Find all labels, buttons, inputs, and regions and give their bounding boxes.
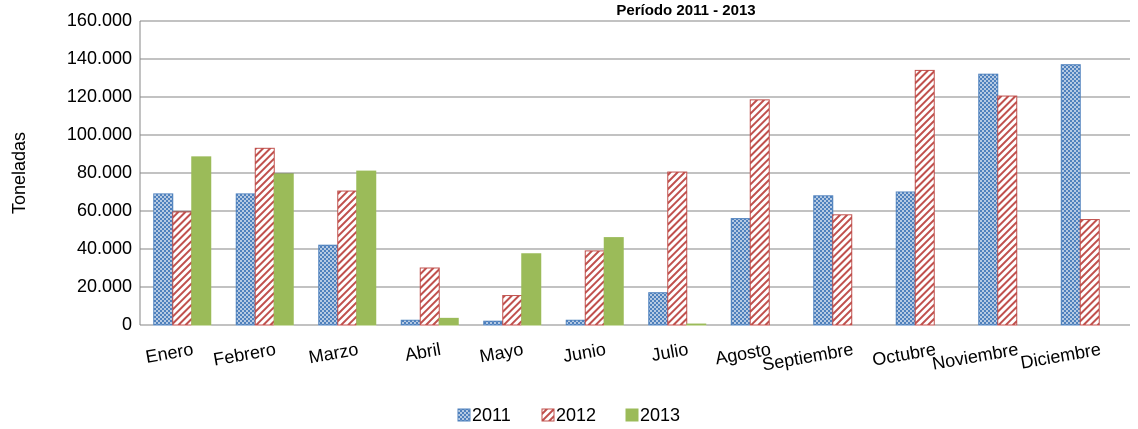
bar (153, 193, 174, 326)
bar (356, 170, 377, 326)
y-tick-label: 160.000 (67, 10, 132, 30)
legend-label: 2013 (640, 405, 680, 425)
y-tick-label: 120.000 (67, 86, 132, 106)
bar (978, 73, 999, 326)
bar (337, 190, 358, 326)
bar (438, 317, 459, 326)
x-tick-label: Octubre (871, 339, 938, 370)
y-tick-label: 0 (122, 314, 132, 334)
bar (419, 267, 440, 326)
bar (648, 292, 669, 326)
bar (749, 99, 770, 326)
bar (565, 319, 586, 326)
legend-swatch (625, 408, 639, 422)
bar (730, 218, 751, 326)
bar (832, 214, 853, 326)
x-tick-label: Enero (144, 339, 195, 367)
x-tick-label: Diciembre (1019, 339, 1102, 373)
y-tick-label: 40.000 (77, 238, 132, 258)
bar (521, 253, 542, 326)
bar (603, 237, 624, 326)
x-tick-label: Abril (403, 339, 442, 365)
x-tick-label: Julio (650, 339, 690, 365)
legend-swatch (541, 408, 555, 422)
x-tick-label: Septiembre (761, 339, 855, 375)
y-tick-label: 80.000 (77, 162, 132, 182)
y-tick-label: 60.000 (77, 200, 132, 220)
x-tick-label: Febrero (212, 339, 278, 370)
y-tick-label: 100.000 (67, 124, 132, 144)
bar (483, 320, 504, 326)
bar (1060, 64, 1081, 326)
bar (914, 69, 935, 326)
bar (686, 323, 707, 326)
bar (1079, 219, 1100, 326)
y-tick-label: 140.000 (67, 48, 132, 68)
bar (997, 95, 1018, 326)
bar (273, 173, 294, 326)
legend-label: 2011 (472, 405, 511, 425)
bar (584, 250, 605, 326)
x-tick-label: Junio (561, 339, 607, 366)
legend-swatch (457, 408, 471, 422)
y-tick-label: 20.000 (77, 276, 132, 296)
bar (318, 244, 339, 326)
bar (667, 171, 688, 326)
bar (254, 147, 275, 326)
y-axis-label: Toneladas (9, 132, 29, 214)
bar (502, 295, 523, 326)
x-tick-label: Marzo (307, 339, 360, 367)
bar (813, 195, 834, 326)
bar (895, 191, 916, 326)
bar (172, 211, 193, 326)
bar (400, 319, 421, 326)
x-tick-label: Mayo (478, 339, 525, 366)
chart-title: Período 2011 - 2013 (616, 2, 755, 19)
legend-label: 2012 (556, 405, 596, 425)
x-tick-label: Noviembre (931, 339, 1020, 374)
bar (235, 193, 256, 326)
bar (191, 156, 212, 326)
